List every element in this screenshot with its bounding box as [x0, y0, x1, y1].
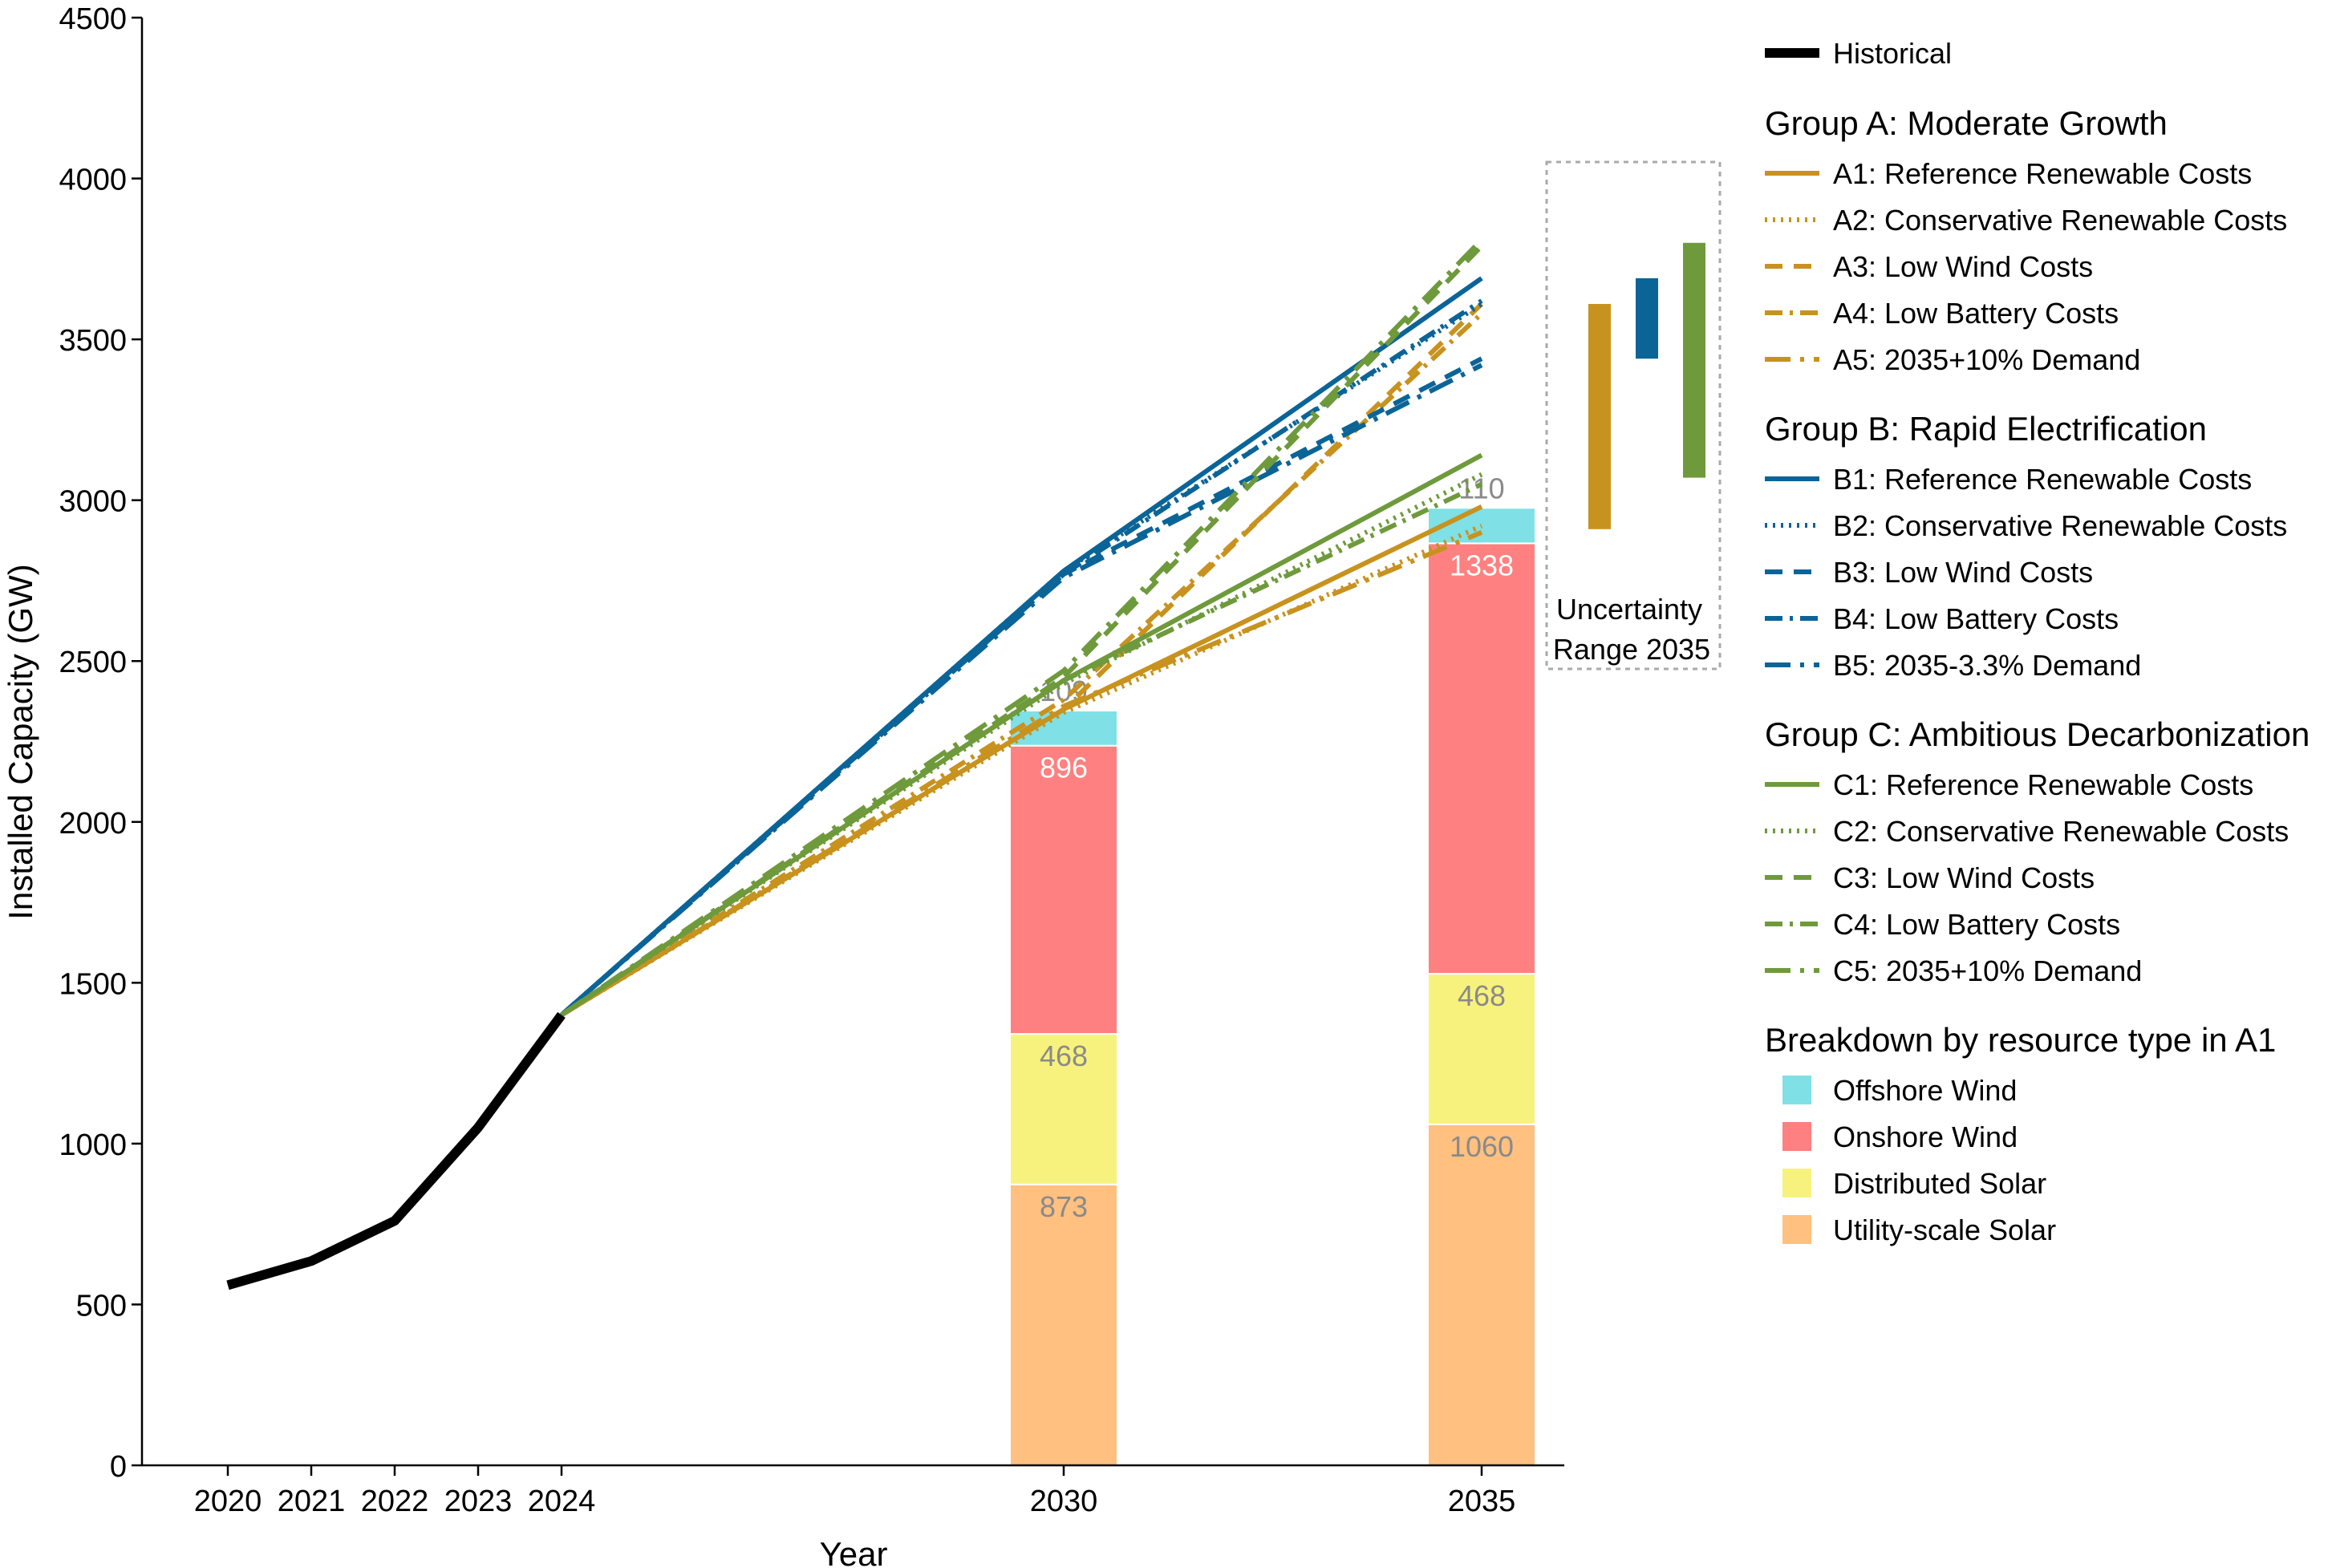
legend-label-c5: C5: 2035+10% Demand — [1833, 954, 2142, 987]
x-tick-label: 2022 — [361, 1485, 429, 1518]
legend-label-a4: A4: Low Battery Costs — [1833, 297, 2119, 330]
legend-label-historical: Historical — [1833, 37, 1952, 70]
uncertainty-label-line1: Uncertainty — [1556, 593, 1702, 626]
bar-segment-utility — [1427, 1123, 1536, 1467]
series-line-c5 — [560, 237, 1484, 1017]
legend-label-b1: B1: Reference Renewable Costs — [1833, 463, 2252, 496]
bar-value-label-distributed: 468 — [1040, 1039, 1088, 1072]
legend-label-c2: C2: Conservative Renewable Costs — [1833, 815, 2289, 848]
series-line-b3 — [560, 356, 1483, 1017]
y-tick-label: 3500 — [59, 324, 127, 358]
legend-label-b5: B5: 2035-3.3% Demand — [1833, 649, 2141, 682]
legend-label-a5: A5: 2035+10% Demand — [1833, 343, 2140, 376]
uncertainty-label-line2: Range 2035 — [1553, 633, 1710, 666]
legend-swatch-utility — [1782, 1215, 1811, 1244]
bar-segment-distributed — [1427, 973, 1536, 1125]
uncertainty-range-group_c — [1683, 242, 1705, 478]
legend-label-c1: C1: Reference Renewable Costs — [1833, 768, 2253, 801]
legend-label-offshore: Offshore Wind — [1833, 1074, 2017, 1107]
x-ticks: 2020 2021 2022 2023 2024 2030 2035 — [194, 1465, 1516, 1518]
legend-label-distributed: Distributed Solar — [1833, 1167, 2046, 1200]
bar-value-label-utility: 1060 — [1450, 1130, 1514, 1163]
legend-label-a3: A3: Low Wind Costs — [1833, 250, 2093, 283]
series-line-b4 — [560, 298, 1483, 1017]
series-line-c4 — [560, 481, 1483, 1017]
legend-breakdown-title: Breakdown by resource type in A1 — [1765, 1021, 2276, 1059]
y-tick-label: 500 — [76, 1289, 127, 1323]
legend-label-a1: A1: Reference Renewable Costs — [1833, 157, 2252, 190]
x-tick-label: 2021 — [278, 1485, 346, 1518]
y-tick-label: 0 — [110, 1450, 127, 1484]
legend-group-title: Group C: Ambitious Decarbonization — [1765, 715, 2310, 753]
legend-label-b2: B2: Conservative Renewable Costs — [1833, 509, 2287, 542]
legend: Historical Group A: Moderate Growth A1: Re… — [1765, 37, 2310, 1246]
x-tick-label: 2024 — [528, 1485, 596, 1518]
legend-label-utility: Utility-scale Solar — [1833, 1213, 2056, 1246]
series-line-a3 — [560, 302, 1484, 1018]
bar-value-label-distributed: 468 — [1458, 979, 1506, 1012]
legend-label-a2: A2: Conservative Renewable Costs — [1833, 204, 2287, 237]
legend-label-c3: C3: Low Wind Costs — [1833, 861, 2095, 894]
bar-value-label-offshore: 110 — [1458, 472, 1504, 504]
legend-group-title: Group B: Rapid Electrification — [1765, 410, 2207, 448]
legend-label-onshore: Onshore Wind — [1833, 1120, 2018, 1153]
y-tick-label: 2500 — [59, 646, 127, 679]
series-line-c2 — [560, 472, 1483, 1017]
legend-label-b3: B3: Low Wind Costs — [1833, 556, 2093, 589]
legend-swatch-onshore — [1782, 1122, 1811, 1151]
y-tick-label: 4500 — [59, 2, 127, 36]
bar-segment-distributed — [1009, 1033, 1118, 1185]
stacked-bars — [1009, 507, 1536, 1467]
x-tick-label: 2030 — [1030, 1485, 1098, 1518]
series-line-historical — [226, 1011, 566, 1290]
y-tick-label: 1000 — [59, 1128, 127, 1162]
axes — [140, 18, 1564, 1467]
uncertainty-frame — [1545, 160, 1722, 671]
y-ticks: 0 500 1000 1500 2000 2500 3000 3500 4000 4500 — [59, 2, 142, 1484]
bar-value-label-onshore: 1338 — [1450, 549, 1514, 581]
scenario-lines — [226, 237, 1484, 1290]
legend-group-title: Group A: Moderate Growth — [1765, 104, 2168, 142]
y-tick-label: 1500 — [59, 967, 127, 1001]
x-tick-label: 2020 — [194, 1485, 262, 1518]
bar-value-label-utility: 873 — [1040, 1190, 1088, 1223]
uncertainty-range-group_b — [1636, 278, 1658, 359]
x-tick-label: 2035 — [1448, 1485, 1516, 1518]
bar-segment-onshore — [1427, 542, 1536, 975]
legend-label-b4: B4: Low Battery Costs — [1833, 602, 2119, 635]
x-tick-label: 2023 — [444, 1485, 513, 1518]
series-line-a5 — [560, 530, 1483, 1017]
bar-segment-utility — [1009, 1183, 1118, 1466]
uncertainty-range-group_a — [1588, 303, 1611, 529]
bar-value-label-onshore: 896 — [1040, 752, 1088, 784]
y-tick-label: 2000 — [59, 807, 127, 841]
y-tick-label: 4000 — [59, 164, 127, 197]
legend-swatch-offshore — [1782, 1076, 1811, 1104]
bar-segment-onshore — [1009, 744, 1118, 1035]
x-axis-label: Year — [820, 1535, 888, 1568]
legend-label-c4: C4: Low Battery Costs — [1833, 908, 2120, 941]
y-tick-label: 3000 — [59, 485, 127, 519]
uncertainty-box: Uncertainty Range 2035 — [1545, 160, 1722, 671]
legend-swatch-distributed — [1782, 1169, 1811, 1197]
y-axis-label: Installed Capacity (GW) — [2, 564, 39, 919]
